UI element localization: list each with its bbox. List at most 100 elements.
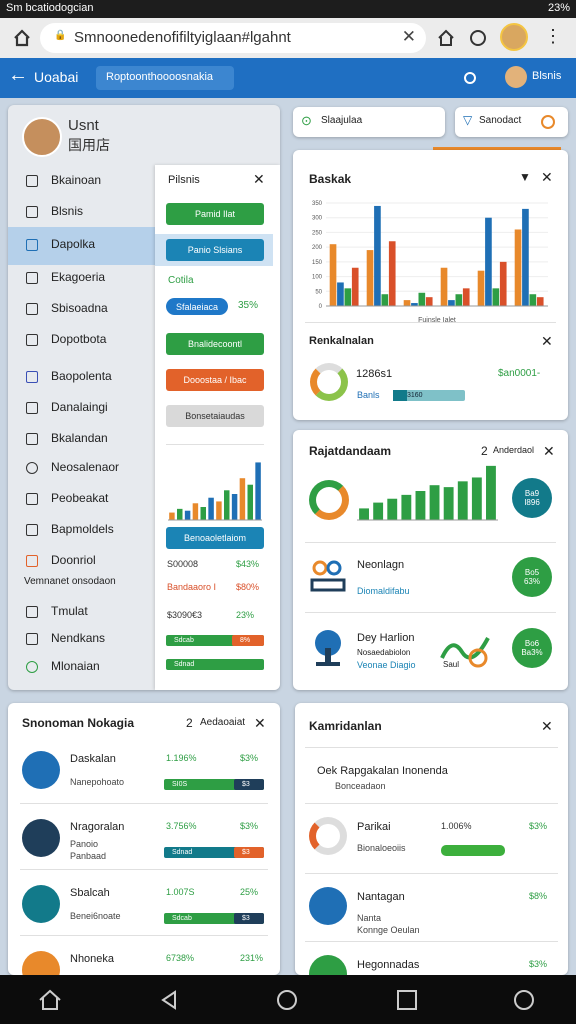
button[interactable]: Pamid Ilat [166, 203, 264, 225]
donut-icon [309, 480, 349, 520]
nav-circle[interactable] [276, 989, 298, 1011]
nav-item[interactable]: Dapolka [51, 237, 96, 251]
row-sub: Konnge Oeulan [357, 925, 420, 935]
nav-home[interactable] [38, 989, 62, 1011]
divider [305, 747, 558, 748]
close[interactable]: ✕ [253, 171, 265, 187]
clear[interactable]: ✕ [401, 27, 416, 46]
nav-square[interactable] [396, 989, 418, 1011]
row-title: Nragoralan [70, 821, 125, 833]
row-value: $3% [240, 821, 259, 831]
active-item [8, 227, 156, 265]
close[interactable]: ✕ [541, 169, 553, 185]
button[interactable]: Bnalidecoontl [166, 333, 264, 355]
nav-item[interactable]: Bkainoan [51, 173, 102, 187]
badge-text: I896 [524, 498, 540, 507]
search-chip[interactable]: Roptoonthoooosnakia [96, 66, 234, 90]
nav-icon [26, 433, 38, 445]
row-title: Parikai [357, 821, 391, 833]
nav-item[interactable]: Dopotbota [51, 332, 107, 346]
nav-item[interactable]: Bapmoldels [51, 522, 114, 536]
accent [433, 147, 561, 150]
chip[interactable]: ⊙ Slaajulaa [293, 107, 445, 137]
dropdown[interactable]: ▼ [519, 170, 531, 184]
row-value: $3% [529, 959, 548, 969]
avatar [22, 117, 62, 157]
progress: Sdnad [164, 847, 264, 858]
avatar[interactable] [500, 23, 528, 51]
row-value: $8% [529, 891, 548, 901]
nav-icon [26, 493, 38, 505]
user-name: Usnt [68, 117, 99, 134]
progress-label: $3 [242, 781, 250, 788]
icon: ⊙ [301, 113, 312, 128]
row-title: Daskalan [70, 753, 116, 765]
card: Rajatdandaam 2 Anderdaol ✕ Ba9 I896 Neonl… [293, 430, 568, 690]
filter[interactable]: Anderdaol [493, 445, 535, 455]
progress [441, 845, 505, 856]
nav-item[interactable]: Doonriol [51, 553, 96, 567]
button[interactable]: Dooostaa / Ibac [166, 369, 264, 391]
user-avatar[interactable] [505, 66, 527, 88]
divider [166, 444, 264, 445]
progress: Sdnad [166, 659, 264, 670]
chip[interactable]: ▽ Sanodact [455, 107, 568, 137]
icon [315, 630, 341, 666]
settings[interactable] [462, 70, 478, 86]
pill[interactable]: Sfalaeiaca [166, 298, 228, 315]
divider [305, 322, 556, 323]
nav-icon [26, 206, 38, 218]
nav-item[interactable]: Bkalandan [51, 431, 108, 445]
nav-item[interactable]: Sbisoadna [51, 301, 108, 315]
divider [20, 935, 268, 936]
row-icon [309, 817, 347, 855]
nav-icon [26, 371, 38, 383]
button[interactable]: Panio Slsians [166, 239, 264, 261]
icon [440, 637, 490, 668]
icon [310, 560, 346, 592]
badge-text: Bo6 [524, 639, 540, 648]
home-button[interactable] [12, 28, 32, 48]
nav-item[interactable]: Blsnis [51, 204, 84, 218]
nav-item[interactable]: Vemnanet onsodaon [24, 576, 116, 587]
nav-item[interactable]: Ekagoeria [51, 270, 106, 284]
back[interactable]: ← [8, 64, 28, 86]
close[interactable]: ✕ [543, 443, 555, 459]
row-sub: Panbaad [70, 851, 107, 861]
nav-icon [26, 633, 38, 645]
nav-assist[interactable] [513, 989, 535, 1011]
nav-item[interactable]: Mlonaian [51, 659, 100, 673]
divider [20, 869, 268, 870]
close[interactable]: ✕ [541, 333, 553, 349]
nav-back[interactable] [158, 989, 180, 1011]
row-value: 231% [240, 953, 264, 963]
nav-item[interactable]: Baopolenta [51, 369, 112, 383]
nav-item[interactable]: Peobeakat [51, 491, 109, 505]
url-field[interactable]: 🔒 Smnoonedenofifiltyiglaan#lgahnt ✕ [40, 23, 426, 53]
user: Blsnis [532, 70, 562, 82]
row-title: Hegonnadas [357, 959, 420, 971]
row-value: 1.006% [441, 821, 472, 831]
nav-item[interactable]: Nendkans [51, 631, 106, 645]
nav-item[interactable]: Danalaingi [51, 400, 108, 414]
row-icon [309, 955, 347, 975]
browser-bar: 🔒 Smnoonedenofifiltyiglaan#lgahnt ✕ ⋮ [0, 18, 576, 58]
button[interactable]: Bonsetaiaudas [166, 405, 264, 427]
submenu-content: Pilsnis ✕ [155, 165, 280, 690]
nav-item[interactable]: Tmulat [51, 604, 88, 618]
nav-icon [26, 606, 38, 618]
row-icon [22, 751, 60, 789]
menu[interactable]: ⋮ [544, 26, 562, 46]
button[interactable]: Benoaoletlaiom [166, 527, 264, 549]
home-icon[interactable] [436, 28, 456, 48]
filter[interactable]: Aedaoaiat [200, 717, 246, 728]
user-sub: 国用店 [68, 137, 110, 153]
reload[interactable] [468, 28, 488, 48]
progress-label: $3 [242, 849, 250, 856]
nav-item[interactable]: Neosalenaor [51, 460, 120, 474]
close[interactable]: ✕ [254, 715, 266, 731]
nav-icon [26, 334, 38, 346]
progress-tail: $3 [234, 913, 264, 924]
close[interactable]: ✕ [541, 718, 553, 734]
